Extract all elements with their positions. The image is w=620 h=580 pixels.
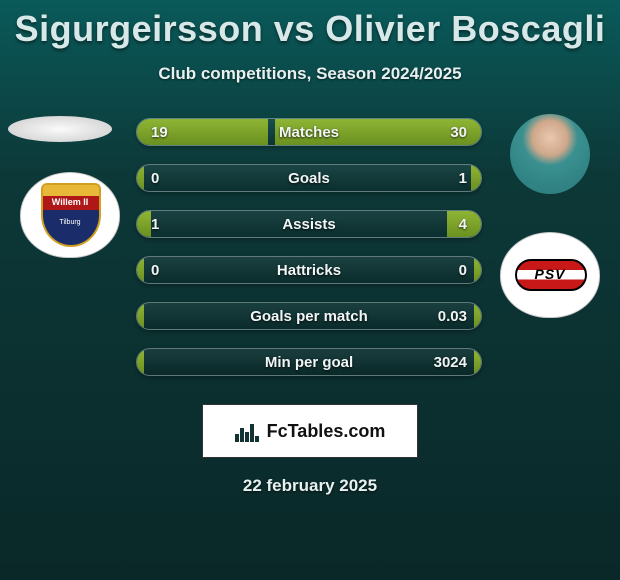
club-left-badge: Willem II Tilburg — [20, 172, 120, 258]
stat-label: Assists — [137, 211, 481, 238]
footer-brand-text: FcTables.com — [267, 421, 386, 442]
bar-chart-icon — [235, 420, 261, 442]
comparison-title: Sigurgeirsson vs Olivier Boscagli — [0, 0, 620, 50]
stat-bar-row: 01Goals — [136, 164, 482, 192]
club-left-line2: Tilburg — [21, 219, 119, 226]
club-left-line1: Willem II — [21, 197, 119, 207]
stat-label: Goals per match — [137, 303, 481, 330]
comparison-main: Willem II Tilburg PSV 1930Matches 01Goals… — [0, 116, 620, 396]
stat-label: Goals — [137, 165, 481, 192]
stat-label: Hattricks — [137, 257, 481, 284]
stat-bar-row: 3024Min per goal — [136, 348, 482, 376]
club-right-line1: PSV — [501, 266, 599, 282]
comparison-date: 22 february 2025 — [0, 476, 620, 496]
stat-bar-row: 1930Matches — [136, 118, 482, 146]
footer-brand-badge: FcTables.com — [202, 404, 418, 458]
stat-label: Matches — [137, 119, 481, 146]
stat-bar-row: 14Assists — [136, 210, 482, 238]
shield-icon — [41, 183, 101, 247]
player-right-avatar — [510, 114, 590, 194]
stat-bars-container: 1930Matches 01Goals 14Assists 00Hattricks 0.… — [136, 118, 482, 394]
club-right-badge: PSV — [500, 232, 600, 318]
comparison-subtitle: Club competitions, Season 2024/2025 — [0, 64, 620, 84]
stat-bar-row: 0.03Goals per match — [136, 302, 482, 330]
stat-bar-row: 00Hattricks — [136, 256, 482, 284]
stat-label: Min per goal — [137, 349, 481, 376]
player-left-avatar — [8, 116, 112, 142]
